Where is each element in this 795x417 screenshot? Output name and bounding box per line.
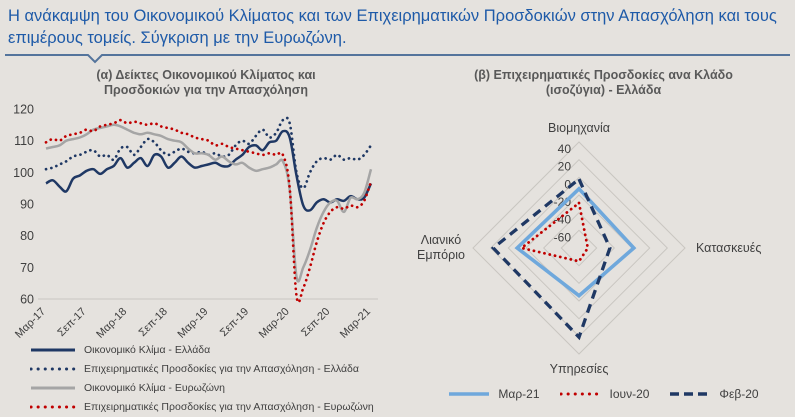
- x-tick-label: Σεπ-20: [299, 306, 332, 339]
- legend-item: Οικονομικό Κλίμα - Ευρωζώνη: [30, 380, 374, 395]
- divider-line: [5, 54, 790, 64]
- y-tick-label: 60: [20, 293, 34, 307]
- x-tick-label: Σεπ-18: [137, 306, 170, 339]
- radar-scale-label: 0: [564, 177, 571, 191]
- legend-item: Φεβ-20: [669, 386, 759, 401]
- legend-item: Ιουν-20: [559, 386, 650, 401]
- radar-scale-label: 20: [558, 160, 572, 174]
- radar-chart-panel: (β) Επιχειρηματικές Προσδοκίες ανα Κλάδο…: [412, 60, 795, 401]
- radar-chart-legend: Μαρ-21 Ιουν-20 Φεβ-20: [412, 386, 795, 401]
- radar-gridline: [542, 211, 616, 285]
- radar-gridline: [472, 141, 686, 355]
- radar-category-label: Κατασκευές: [696, 241, 761, 255]
- legend-swatch-dotted-navy: [30, 367, 76, 370]
- legend-label: Ιουν-20: [609, 386, 650, 401]
- line-series-0: [45, 129, 373, 212]
- title-divider-brace: [5, 54, 790, 64]
- line-chart-panel: (α) Δείκτες Οικονομικού Κλίματος και Προ…: [0, 60, 412, 413]
- radar-scale-label: -40: [554, 213, 572, 227]
- y-tick-label: 120: [13, 103, 34, 117]
- y-tick-label: 90: [20, 198, 34, 212]
- x-tick-label: Μαρ-20: [257, 306, 292, 339]
- line-chart-title: (α) Δείκτες Οικονομικού Κλίματος και Προ…: [96, 68, 316, 97]
- x-tick-label: Μαρ-19: [175, 306, 210, 339]
- x-tick-label: Μαρ-17: [13, 306, 48, 339]
- radar-scale-label: -60: [554, 230, 572, 244]
- radar-gridline: [560, 229, 598, 267]
- y-tick-label: 80: [20, 229, 34, 243]
- legend-item: Μαρ-21: [448, 386, 540, 401]
- x-tick-label: Σεπ-19: [218, 306, 251, 339]
- radar-gridline: [525, 194, 633, 302]
- legend-label: Οικονομικό Κλίμα - Ελλάδα: [84, 343, 211, 356]
- line-series-3: [44, 118, 373, 304]
- legend-label: Μαρ-21: [498, 386, 540, 401]
- radar-category-label: Υπηρεσίες: [550, 362, 609, 376]
- legend-swatch-dotted-red: [559, 392, 602, 395]
- x-tick-label: Μαρ-18: [94, 306, 129, 339]
- legend-swatch-solid-lightblue: [449, 391, 490, 396]
- legend-label: Επιχειρηματικές Προσδοκίες για την Απασχ…: [84, 362, 359, 375]
- page-title: Η ανάκαμψη του Οικονομικού Κλίματος και …: [8, 7, 777, 48]
- radar-series-2: [490, 176, 612, 341]
- radar-series-1: [518, 200, 590, 263]
- legend-label: Οικονομικό Κλίμα - Ευρωζώνη: [84, 381, 225, 394]
- legend-swatch-solid-gray: [31, 386, 75, 389]
- radar-category-label: Λιανικό Εμπόριο: [417, 233, 465, 262]
- legend-swatch-solid-navy: [31, 348, 75, 351]
- radar-chart: 40200-20-40-60ΒιομηχανίαΚατασκευέςΥπηρεσ…: [417, 121, 761, 376]
- legend-swatch-dashed-navy: [670, 391, 711, 396]
- legend-swatch-dotted-red: [30, 405, 76, 408]
- legend-label: Επιχειρηματικές Προσδοκίες για την Απασχ…: [84, 400, 374, 413]
- x-tick-label: Μαρ-21: [338, 306, 373, 339]
- y-tick-label: 110: [14, 134, 34, 148]
- legend-item: Οικονομικό Κλίμα - Ελλάδα: [30, 342, 374, 357]
- legend-item: Επιχειρηματικές Προσδοκίες για την Απασχ…: [30, 399, 374, 414]
- line-series-2: [45, 123, 373, 283]
- line-chart-legend: Οικονομικό Κλίμα - Ελλάδα Επιχειρηματικέ…: [30, 342, 374, 414]
- radar-category-label: Βιομηχανία: [548, 121, 610, 135]
- x-tick-label: Σεπ-17: [55, 306, 88, 339]
- radar-series-0: [514, 186, 637, 299]
- radar-chart-title: (β) Επιχειρηματικές Προσδοκίες ανα Κλάδο…: [474, 68, 733, 97]
- radar-scale-label: 40: [558, 142, 572, 156]
- y-tick-label: 100: [13, 166, 34, 180]
- y-tick-label: 70: [20, 261, 34, 275]
- legend-label: Φεβ-20: [719, 386, 759, 401]
- legend-item: Επιχειρηματικές Προσδοκίες για την Απασχ…: [30, 361, 374, 376]
- radar-gridline: [507, 176, 651, 320]
